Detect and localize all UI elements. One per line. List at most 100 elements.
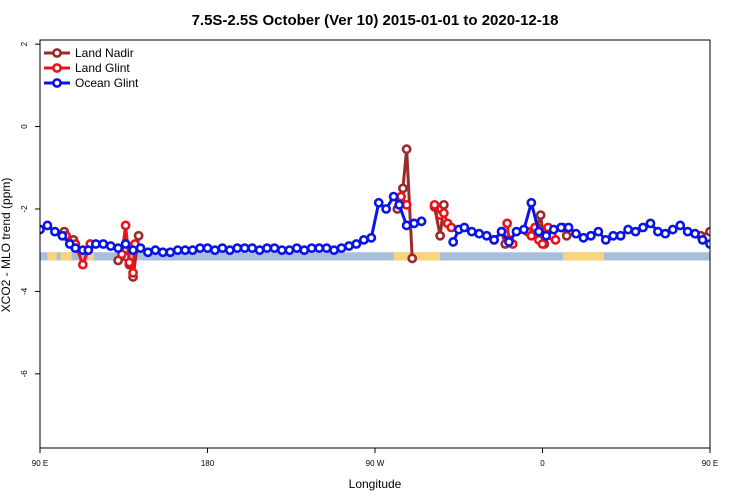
land-band-4 xyxy=(562,252,604,261)
data-point xyxy=(247,243,258,254)
series-line xyxy=(700,230,710,238)
data-point xyxy=(744,240,750,247)
data-point xyxy=(511,226,522,237)
data-point xyxy=(541,230,552,241)
data-point xyxy=(143,247,153,258)
data-point xyxy=(705,239,710,249)
data-point xyxy=(57,230,68,241)
ocean-band xyxy=(40,252,710,261)
data-point xyxy=(660,228,671,239)
series-line xyxy=(736,244,750,265)
data-point xyxy=(736,242,743,249)
data-point xyxy=(70,243,81,254)
data-point xyxy=(714,242,721,249)
land-band-1 xyxy=(60,252,72,261)
data-point xyxy=(697,234,708,245)
data-point xyxy=(239,243,250,254)
data-point xyxy=(526,230,537,241)
data-point xyxy=(716,236,723,243)
data-point xyxy=(172,245,183,256)
y-axis-label: XCO2 - MLO trend (ppm) xyxy=(0,178,13,313)
legend-label: Ocean Glint xyxy=(75,76,139,90)
data-point xyxy=(600,234,611,245)
data-point xyxy=(496,226,507,237)
data-point xyxy=(518,224,529,235)
data-point xyxy=(438,199,449,210)
data-point xyxy=(366,232,377,243)
data-point xyxy=(550,234,561,245)
data-point xyxy=(585,230,596,241)
data-point xyxy=(407,253,418,264)
data-point xyxy=(652,226,663,237)
data-point xyxy=(49,226,60,237)
data-point xyxy=(128,245,138,256)
data-point xyxy=(128,267,138,278)
data-point xyxy=(262,243,272,254)
data-point xyxy=(42,220,53,231)
series-ocean-glint xyxy=(40,191,750,258)
data-point xyxy=(388,191,399,202)
legend-item: Ocean Glint xyxy=(44,76,139,90)
data-point xyxy=(435,230,446,241)
data-point xyxy=(571,228,581,239)
y-tick-label: -2 xyxy=(20,205,29,213)
data-point xyxy=(645,218,656,229)
data-point xyxy=(535,210,546,221)
data-point xyxy=(608,230,619,241)
data-point xyxy=(124,257,135,268)
data-point xyxy=(593,226,604,237)
x-tick-label: 90 W xyxy=(366,459,385,468)
data-point xyxy=(321,243,332,254)
data-point xyxy=(438,208,449,218)
data-point xyxy=(299,245,310,256)
data-point xyxy=(742,261,749,268)
data-point xyxy=(630,226,641,237)
y-tick-label: 0 xyxy=(20,124,29,129)
data-point xyxy=(165,247,176,258)
data-point xyxy=(690,228,701,239)
data-point xyxy=(358,234,369,245)
legend-item: Land Nadir xyxy=(44,46,134,60)
data-point xyxy=(401,220,412,231)
data-point xyxy=(269,243,280,254)
land-band-0 xyxy=(47,252,57,261)
x-tick-label: 90 E xyxy=(702,459,718,468)
data-point xyxy=(489,234,500,245)
data-point xyxy=(210,245,220,256)
data-point xyxy=(729,247,736,254)
data-point xyxy=(98,239,109,249)
data-point xyxy=(351,239,362,249)
data-point xyxy=(548,224,559,235)
data-point xyxy=(667,224,678,235)
y-tick-label: -6 xyxy=(20,370,29,378)
data-point xyxy=(708,240,710,248)
data-point xyxy=(401,144,412,155)
data-point xyxy=(77,259,88,270)
data-point xyxy=(466,226,477,237)
data-point xyxy=(578,232,589,243)
data-point xyxy=(120,239,131,249)
data-point xyxy=(563,222,574,233)
legend-label: Land Glint xyxy=(75,61,130,75)
data-point xyxy=(232,243,243,254)
data-point xyxy=(105,241,116,251)
data-point xyxy=(120,220,131,231)
data-point xyxy=(83,245,94,256)
legend-marker xyxy=(52,78,62,88)
data-point xyxy=(526,197,537,208)
data-point xyxy=(284,245,295,256)
data-point xyxy=(291,243,302,254)
data-point xyxy=(180,245,191,256)
data-point xyxy=(615,230,626,241)
y-tick-label: -4 xyxy=(20,287,29,295)
data-point xyxy=(373,197,384,208)
data-point xyxy=(224,245,235,256)
data-point xyxy=(429,199,440,210)
data-point xyxy=(502,218,513,229)
data-point xyxy=(556,222,567,233)
data-point xyxy=(533,226,544,237)
data-point xyxy=(90,239,101,249)
series-layer xyxy=(40,144,750,282)
data-point xyxy=(394,199,405,210)
